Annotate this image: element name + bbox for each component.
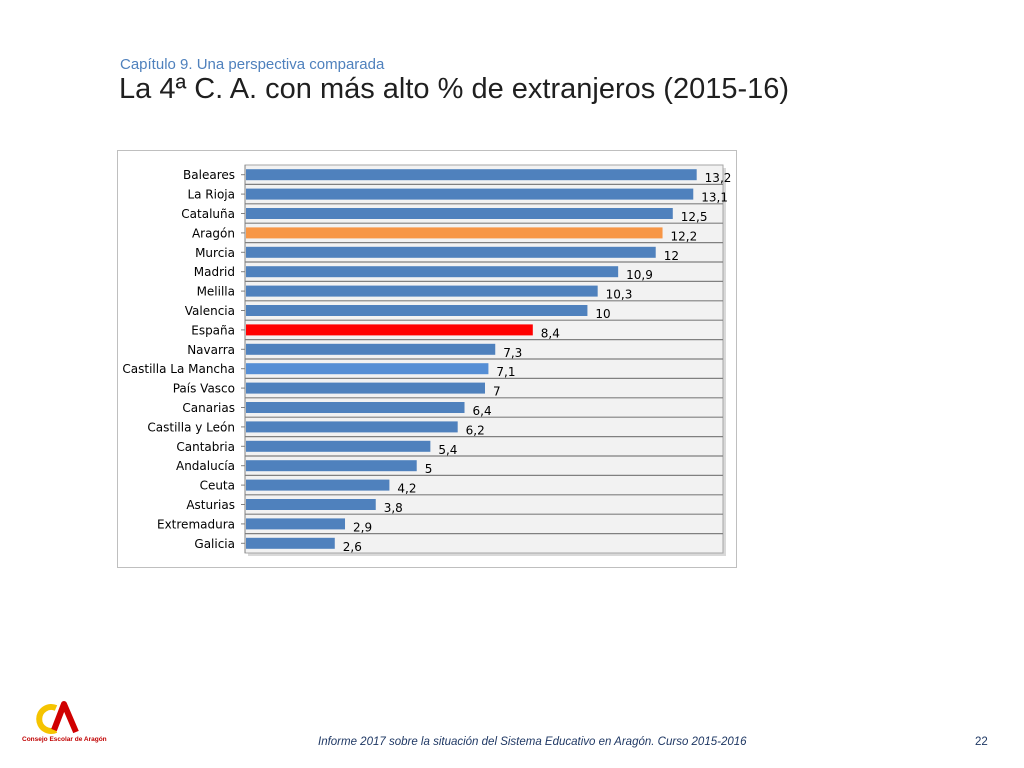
data-label: 5,4: [438, 443, 457, 457]
category-label: Murcia: [195, 246, 235, 260]
bar: [246, 208, 673, 219]
category-label: Extremadura: [157, 517, 235, 531]
data-label: 2,6: [343, 540, 362, 554]
bar: [246, 169, 697, 181]
bar: [246, 343, 496, 355]
bar: [246, 460, 417, 472]
bar: [246, 246, 656, 258]
bar: [246, 363, 489, 375]
bar: [246, 285, 598, 297]
bar: [246, 518, 346, 530]
category-label: Castilla La Mancha: [122, 362, 235, 376]
bar: [246, 227, 663, 239]
category-label: Valencia: [185, 304, 235, 318]
data-label: 7,1: [496, 365, 515, 379]
data-label: 12,2: [671, 229, 698, 243]
consejo-escolar-logo: Consejo Escolar de Aragón: [22, 696, 107, 746]
category-label: Castilla y León: [147, 420, 235, 434]
data-label: 10: [595, 307, 610, 321]
category-label: Navarra: [187, 343, 235, 357]
data-label: 2,9: [353, 520, 372, 534]
bar: [246, 324, 533, 336]
bar: [246, 537, 335, 549]
data-label: 5: [425, 462, 433, 476]
category-label: Asturias: [186, 498, 235, 512]
category-label: Galicia: [194, 537, 235, 551]
data-label: 4,2: [397, 482, 416, 496]
footer-report-title: Informe 2017 sobre la situación del Sist…: [318, 736, 747, 748]
data-label: 13,2: [705, 171, 732, 185]
data-label: 7,3: [503, 346, 522, 360]
category-label: Cataluña: [181, 207, 235, 221]
data-label: 13,1: [701, 191, 728, 205]
bar: [246, 421, 458, 433]
category-label: Aragón: [192, 226, 235, 240]
category-label: España: [191, 323, 235, 337]
bar: [246, 499, 376, 510]
bar: [246, 382, 485, 394]
category-label: País Vasco: [173, 382, 235, 396]
category-label: Melilla: [197, 285, 235, 299]
data-label: 6,4: [473, 404, 492, 418]
category-label: Madrid: [194, 265, 235, 279]
bar: [246, 305, 588, 316]
slide-title: La 4ª C. A. con más alto % de extranjero…: [119, 73, 790, 105]
logo-label: Consejo Escolar de Aragón: [22, 736, 107, 743]
data-label: 12: [664, 249, 679, 263]
data-label: 10,3: [606, 288, 633, 302]
category-label: Ceuta: [200, 479, 235, 493]
category-label: La Rioja: [187, 188, 235, 202]
logo-icon: [36, 701, 79, 734]
page-number: 22: [975, 736, 988, 748]
bar: [246, 402, 465, 413]
chart-container: Baleares 13,2 La Rioja 13,1 Cataluña 12,5 Arag…: [117, 150, 737, 568]
data-label: 6,2: [466, 423, 485, 437]
category-label: Canarias: [182, 401, 235, 415]
data-label: 10,9: [626, 268, 653, 282]
category-label: Baleares: [183, 168, 235, 182]
category-label: Andalucía: [176, 459, 235, 473]
chapter-subtitle: Capítulo 9. Una perspectiva comparada: [120, 56, 385, 73]
data-label: 12,5: [681, 210, 708, 224]
category-label: Cantabria: [176, 440, 235, 454]
bar: [246, 479, 390, 491]
bar: [246, 440, 431, 452]
data-label: 7: [493, 385, 501, 399]
bar-chart: Baleares 13,2 La Rioja 13,1 Cataluña 12,5 Arag…: [122, 164, 732, 556]
data-label: 3,8: [384, 501, 403, 515]
bar: [246, 266, 619, 278]
data-label: 8,4: [541, 326, 560, 340]
bar: [246, 188, 694, 200]
